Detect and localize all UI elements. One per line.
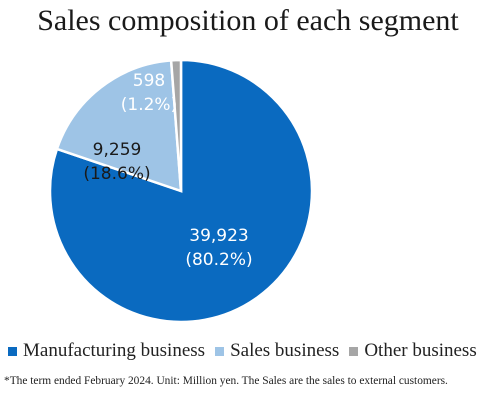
data-label-other: 598 (1.2%): [121, 71, 177, 115]
chart-legend: Manufacturing business Sales business Ot…: [8, 340, 496, 362]
legend-label: Other business: [364, 340, 477, 361]
legend-item-manufacturing: Manufacturing business: [8, 340, 205, 362]
chart-title: Sales composition of each segment: [37, 4, 459, 37]
legend-swatch: [8, 346, 17, 356]
data-label-value: 9,259: [93, 140, 142, 160]
data-label-percent: (18.6%): [83, 164, 150, 184]
data-label-percent: (80.2%): [185, 250, 252, 270]
data-label-manufacturing: 39,923 (80.2%): [185, 226, 252, 270]
legend-label: Sales business: [230, 340, 340, 361]
data-label-value: 39,923: [189, 226, 248, 246]
legend-item-sales: Sales business: [215, 340, 339, 362]
legend-item-other: Other business: [349, 340, 477, 362]
legend-swatch: [215, 346, 225, 356]
footnote: *The term ended February 2024. Unit: Mil…: [4, 375, 448, 387]
data-label-value: 598: [133, 71, 165, 91]
slice-sales: [55, 59, 183, 193]
data-label-sales: 9,259 (18.6%): [83, 140, 150, 184]
slice-other: [169, 58, 183, 192]
legend-swatch: [349, 346, 359, 356]
pie-chart: 39,923 (80.2%) 9,259 (18.6%) 598 (1.2%): [48, 58, 314, 324]
data-label-percent: (1.2%): [121, 95, 177, 115]
legend-label: Manufacturing business: [23, 340, 206, 361]
